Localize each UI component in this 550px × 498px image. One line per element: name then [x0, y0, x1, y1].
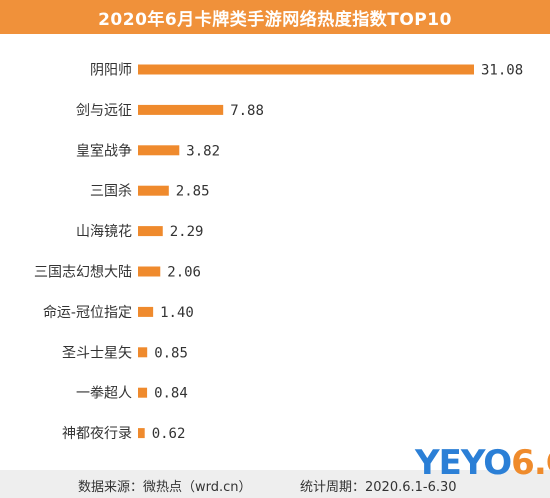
- bar: [138, 185, 169, 196]
- footer-bar: 数据来源：微热点（wrd.cn） 统计周期：2020.6.1-6.30: [0, 470, 550, 498]
- value-label: 7.88: [230, 103, 264, 119]
- bar: [138, 306, 154, 317]
- category-label: 一拳超人: [76, 386, 132, 402]
- bar: [138, 145, 180, 156]
- logo-accent-text: 6.C: [511, 443, 550, 483]
- data-source-text: 数据来源：微热点（wrd.cn）: [78, 480, 252, 495]
- value-label: 3.82: [186, 143, 220, 159]
- title-bar: 2020年6月卡牌类手游网络热度指数TOP10: [0, 0, 550, 34]
- bar: [138, 428, 145, 439]
- category-label: 皇室战争: [76, 142, 132, 159]
- value-label: 0.84: [154, 386, 188, 402]
- category-label: 阴阳师: [90, 63, 132, 79]
- bar: [138, 226, 163, 237]
- chart-title: 2020年6月卡牌类手游网络热度指数TOP10: [98, 9, 452, 30]
- category-label: 圣斗士星矢: [62, 345, 132, 361]
- statistics-period-text: 统计周期：2020.6.1-6.30: [300, 480, 457, 495]
- bar-chart: 阴阳师 31.08 剑与远征 7.88 皇室战争 3.82 三国杀 2.85 山海镜花 2.29 三…: [34, 63, 523, 443]
- bar: [138, 266, 161, 277]
- value-label: 2.29: [170, 224, 204, 240]
- value-label: 0.62: [152, 426, 186, 442]
- bar: [138, 387, 148, 398]
- value-label: 31.08: [481, 63, 523, 79]
- value-label: 0.85: [154, 345, 188, 361]
- category-label: 神都夜行录: [62, 426, 132, 442]
- bar: [138, 347, 148, 358]
- logo-main-text: YEYO: [415, 443, 512, 483]
- value-label: 2.85: [176, 184, 210, 200]
- category-label: 山海镜花: [76, 224, 132, 240]
- category-label: 命运-冠位指定: [43, 304, 132, 321]
- category-label: 剑与远征: [76, 103, 132, 119]
- value-label: 1.40: [160, 305, 194, 321]
- category-label: 三国杀: [90, 184, 132, 200]
- bar: [138, 64, 474, 75]
- value-label: 2.06: [167, 265, 201, 281]
- category-label: 三国志幻想大陆: [34, 265, 132, 281]
- bar: [138, 104, 224, 115]
